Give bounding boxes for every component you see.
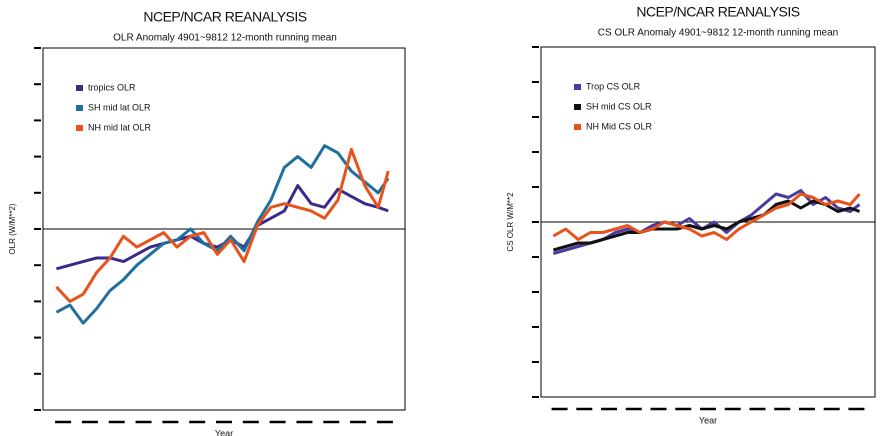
series-line [55, 144, 390, 325]
legend-label: NH mid lat OLR [88, 122, 152, 132]
chart-title: NCEP/NCAR REANALYSIS [143, 9, 306, 25]
x-axis-label: Year [699, 415, 717, 425]
legend-marker [76, 105, 83, 111]
x-axis-label: Year [215, 428, 233, 436]
legend-label: tropics OLR [88, 82, 136, 92]
series-line [552, 192, 861, 241]
legend-marker [574, 124, 581, 130]
chart-subtitle: OLR Anomaly 4901~9812 12-month running m… [113, 33, 337, 44]
chart-subtitle: CS OLR Anomaly 4901~9812 12-month runnin… [598, 28, 838, 39]
legend-marker [76, 85, 83, 91]
y-axis-label: OLR (W/M**2) [8, 203, 17, 254]
y-axis-label: CS OLR W/M**2 [506, 192, 515, 252]
legend-label: SH mid CS OLR [586, 101, 652, 111]
series-line [55, 147, 390, 303]
legend-label: NH Mid CS OLR [586, 121, 653, 131]
series-line [552, 199, 861, 252]
legend-label: Trop CS OLR [586, 81, 641, 91]
legend-label: SH mid lat OLR [88, 102, 151, 112]
legend-marker [574, 104, 581, 110]
legend-marker [574, 84, 581, 90]
chart-title: NCEP/NCAR REANALYSIS [636, 4, 799, 20]
legend-marker [76, 125, 83, 131]
